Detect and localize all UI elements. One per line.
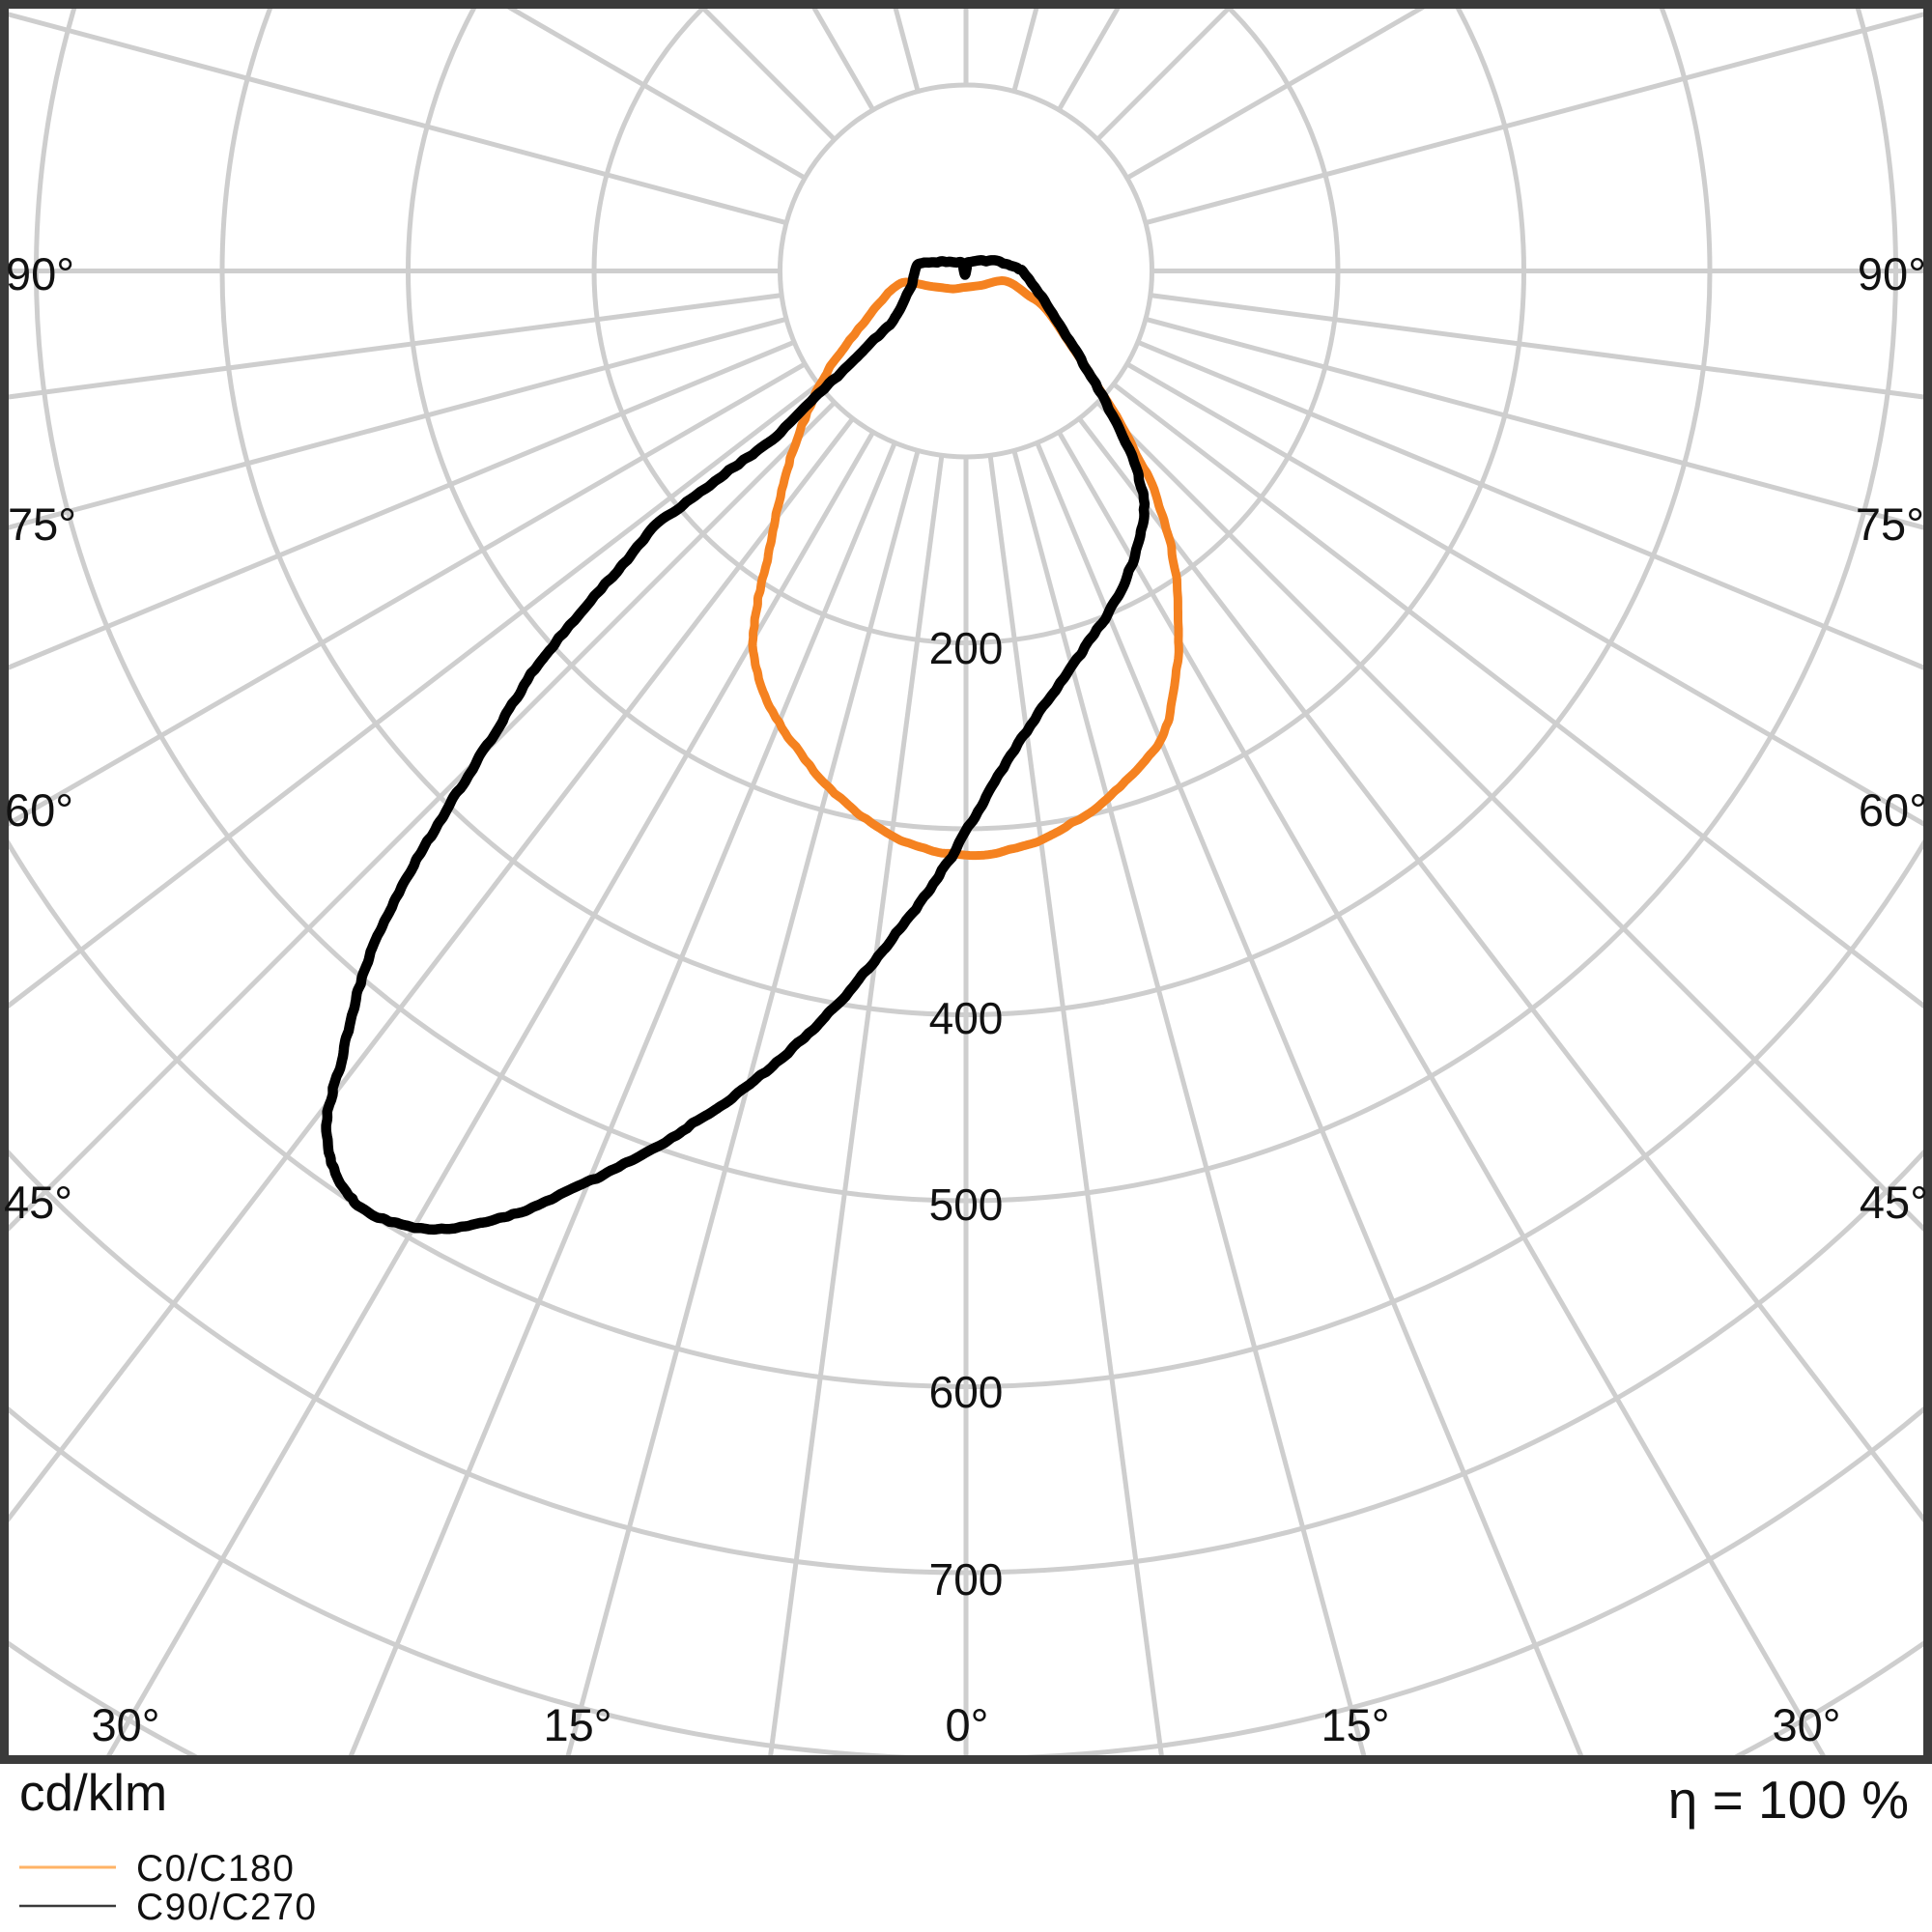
svg-text:500: 500 xyxy=(929,1179,1004,1230)
svg-text:90°: 90° xyxy=(1858,248,1926,299)
svg-text:C90/C270: C90/C270 xyxy=(136,1887,318,1928)
svg-text:30°: 30° xyxy=(91,1699,159,1750)
svg-text:700: 700 xyxy=(929,1554,1004,1605)
svg-text:cd/klm: cd/klm xyxy=(19,1765,167,1822)
svg-text:45°: 45° xyxy=(4,1177,72,1228)
svg-text:60°: 60° xyxy=(5,784,73,836)
svg-text:15°: 15° xyxy=(543,1699,611,1750)
svg-text:75°: 75° xyxy=(1856,498,1924,550)
svg-text:400: 400 xyxy=(929,993,1004,1043)
svg-text:90°: 90° xyxy=(6,248,74,299)
svg-text:η = 100 %: η = 100 % xyxy=(1668,1770,1909,1830)
svg-text:30°: 30° xyxy=(1772,1699,1840,1750)
svg-text:200: 200 xyxy=(929,623,1004,673)
svg-text:C0/C180: C0/C180 xyxy=(136,1848,295,1889)
svg-text:0°: 0° xyxy=(946,1699,989,1750)
svg-text:45°: 45° xyxy=(1860,1177,1928,1228)
svg-text:600: 600 xyxy=(929,1367,1004,1417)
svg-text:75°: 75° xyxy=(8,498,76,550)
svg-text:15°: 15° xyxy=(1321,1699,1389,1750)
svg-text:60°: 60° xyxy=(1859,784,1927,836)
